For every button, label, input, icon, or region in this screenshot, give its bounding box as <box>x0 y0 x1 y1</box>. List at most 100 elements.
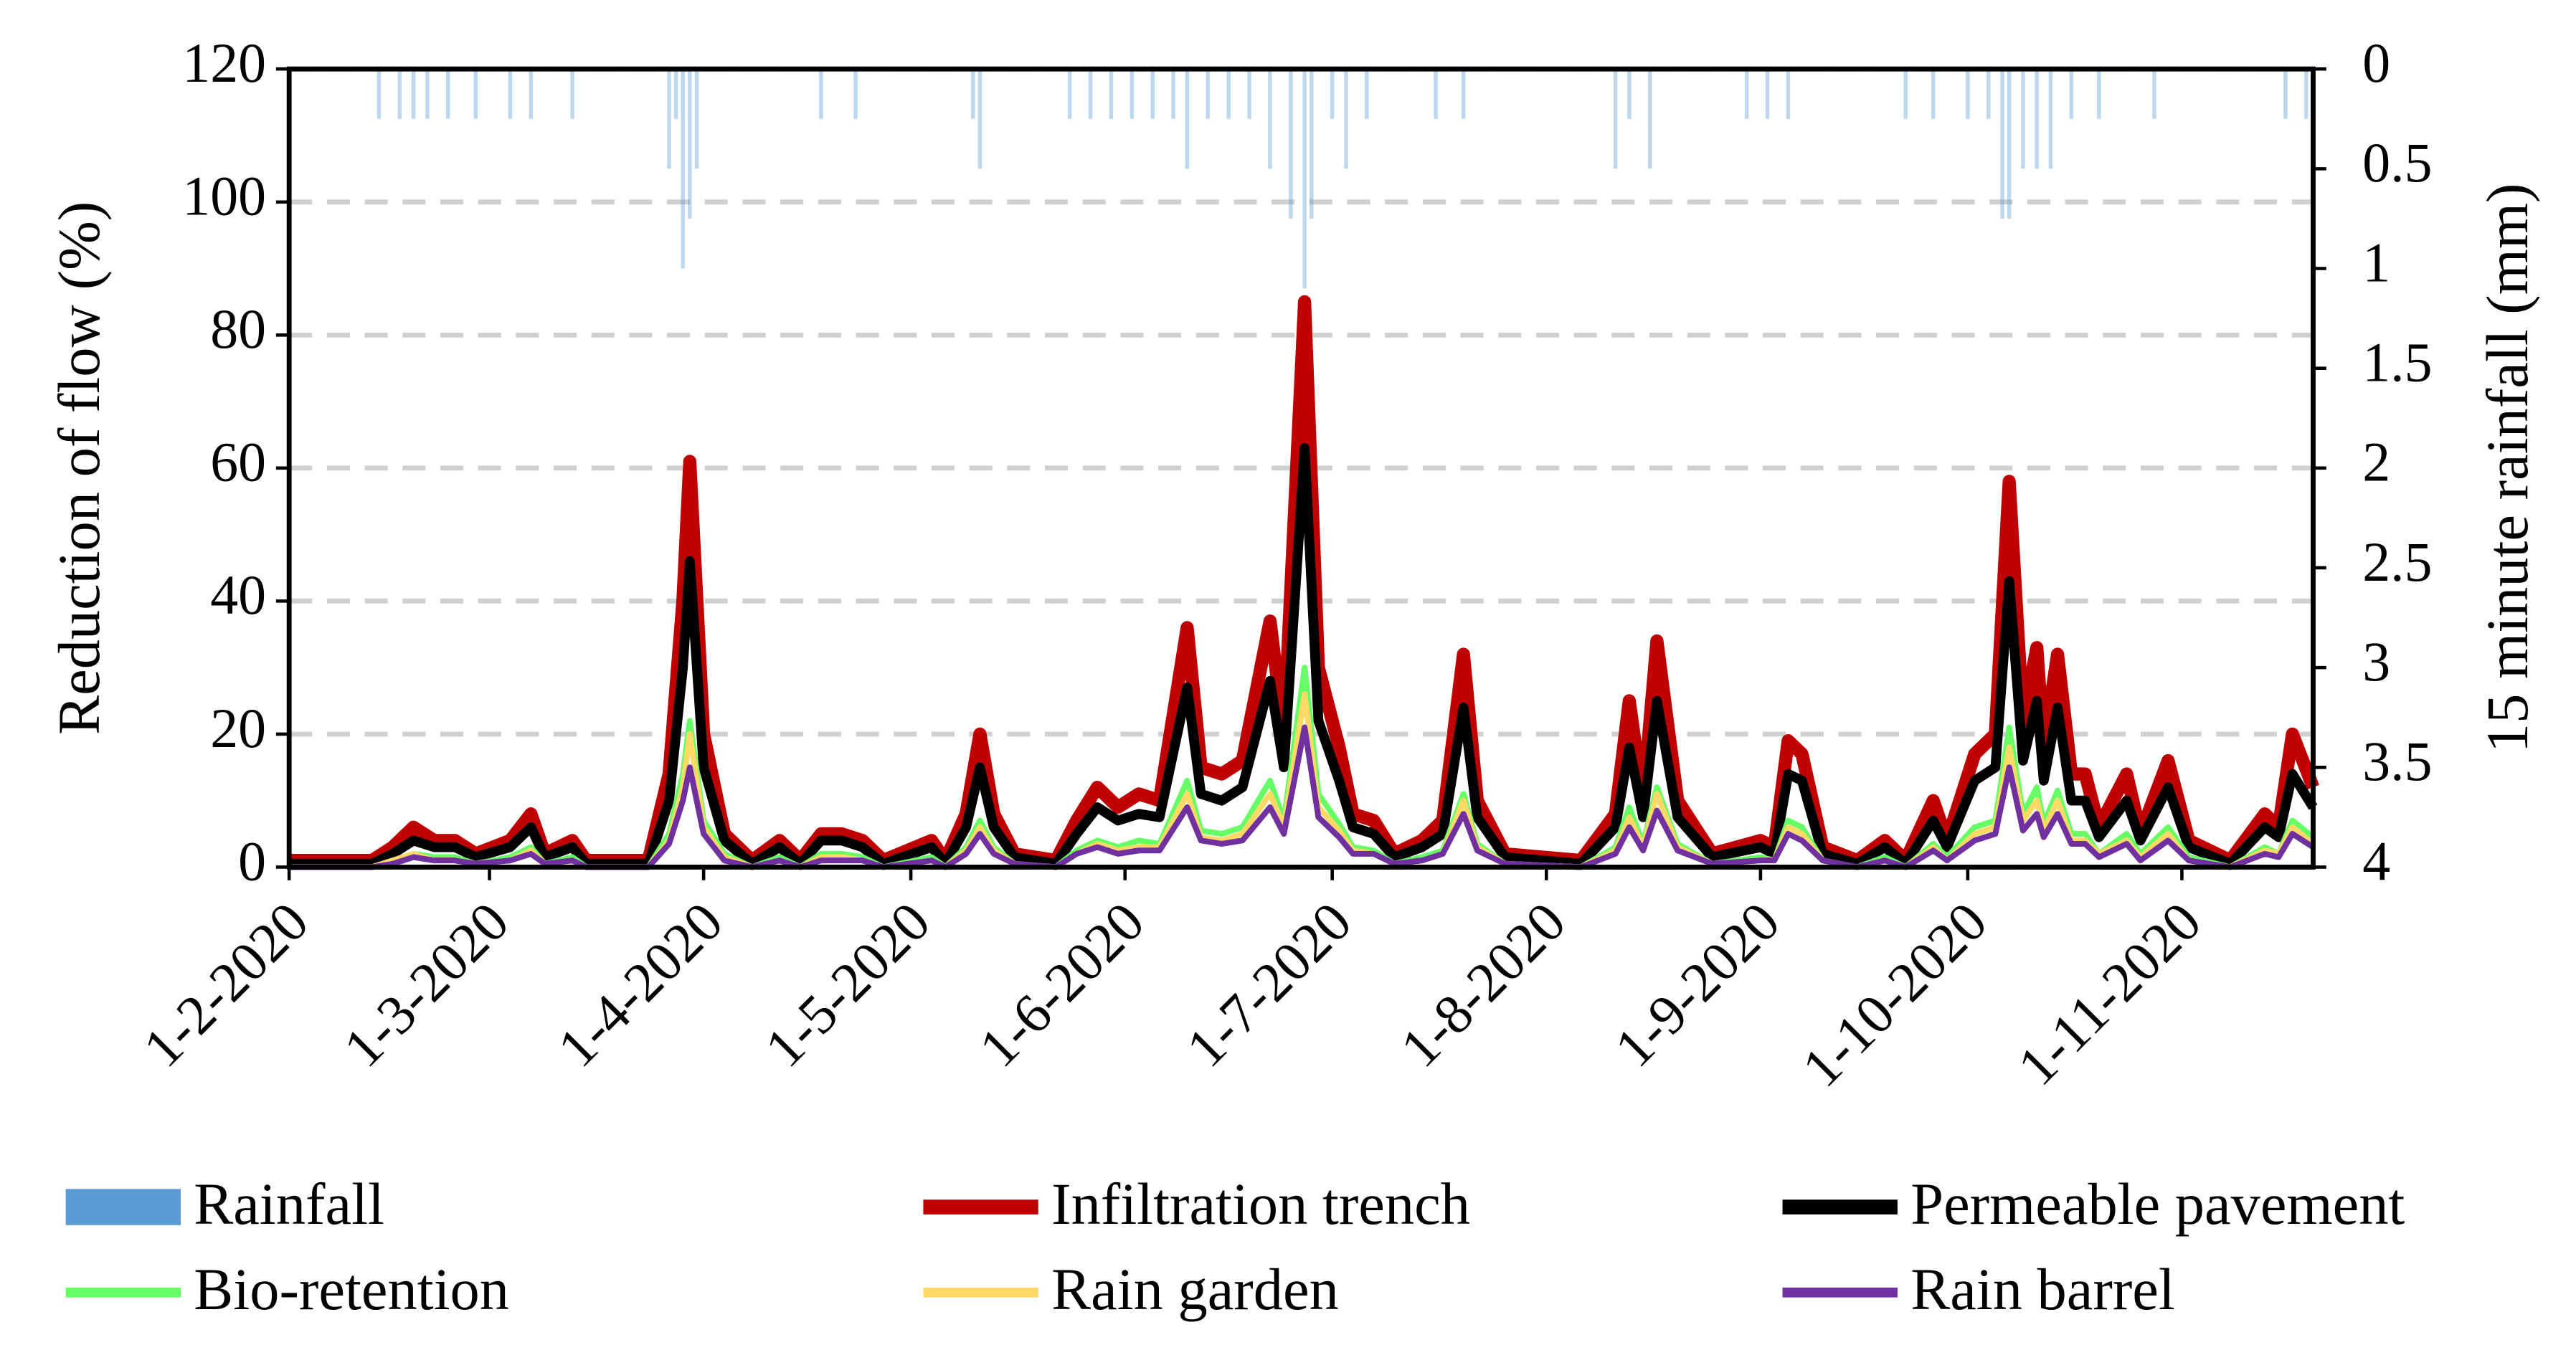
x-tick-label: 1-8-2020 <box>1389 890 1578 1079</box>
legend-item: Bio-retention <box>65 1257 509 1322</box>
legend-label: Rain barrel <box>1910 1257 2175 1322</box>
rainfall-bar <box>2304 69 2309 119</box>
rainfall-bar <box>694 69 699 169</box>
rainfall-bar <box>1765 69 1770 119</box>
legend-swatch <box>65 1189 181 1225</box>
rainfall-bar <box>445 69 450 119</box>
rainfall-bar <box>2021 69 2025 169</box>
rainfall-bar <box>1986 69 1991 119</box>
rainfall-bar <box>688 69 692 219</box>
series-line <box>289 724 2315 870</box>
plot-frame <box>286 66 2316 870</box>
rainfall-bar <box>1434 69 1438 119</box>
rainfall-bar <box>2007 69 2012 219</box>
legend-label: Bio-retention <box>194 1257 509 1322</box>
rainfall-bar <box>1786 69 1791 119</box>
rainfall-bar <box>1226 69 1231 119</box>
y2-axis-title: 15 minute rainfall (mm) <box>2475 184 2540 754</box>
rainfall-bar <box>1903 69 1908 119</box>
rainfall-bar <box>1461 69 1466 119</box>
rainfall-bar <box>1613 69 1618 169</box>
rainfall-bar <box>681 69 685 269</box>
rainfall-bar <box>819 69 823 119</box>
legend-item: Rain garden <box>923 1257 1339 1322</box>
rainfall-bar <box>1247 69 1251 119</box>
rainfall-bar <box>853 69 858 119</box>
series-line <box>289 691 2315 870</box>
y-tick-label: 60 <box>210 432 266 493</box>
y2-tick-label: 2.5 <box>2362 531 2432 593</box>
y2-tick-label: 3.5 <box>2362 731 2432 792</box>
rainfall-bar <box>673 69 678 119</box>
y-tick-label: 40 <box>210 564 266 626</box>
rainfall-bar <box>1330 69 1335 119</box>
rainfall-bar <box>1109 69 1114 119</box>
x-tick-label: 1-7-2020 <box>1175 890 1363 1079</box>
legend-item: Infiltration trench <box>923 1171 1470 1237</box>
legend-label: Infiltration trench <box>1051 1171 1470 1237</box>
legend-label: Permeable pavement <box>1910 1171 2405 1237</box>
rainfall-bar <box>473 69 478 119</box>
y2-tick-label: 3 <box>2362 631 2390 693</box>
y2-tick-label: 0 <box>2362 32 2390 94</box>
rainfall-bar <box>397 69 402 119</box>
rainfall-bar <box>377 69 382 119</box>
rainfall-bar <box>2097 69 2101 119</box>
rainfall-bar <box>1627 69 1632 119</box>
rainfall-bar <box>1365 69 1369 119</box>
rainfall-bar <box>977 69 982 169</box>
x-tick-label: 1-5-2020 <box>753 890 942 1079</box>
legend-item: Rain barrel <box>1782 1257 2175 1322</box>
y-tick-label: 100 <box>182 166 266 227</box>
rainfall-bar <box>2048 69 2053 169</box>
y2-tick-label: 1 <box>2362 232 2390 293</box>
y-tick-label: 20 <box>210 698 266 759</box>
rainfall-bar <box>508 69 513 119</box>
rainfall-bar <box>1088 69 1093 119</box>
y2-tick-label: 2 <box>2362 432 2390 493</box>
x-tick-label: 1-4-2020 <box>546 890 734 1079</box>
x-tick-label: 1-10-2020 <box>1791 890 1999 1098</box>
x-tick-label: 1-9-2020 <box>1603 890 1791 1079</box>
y-tick-label: 0 <box>238 830 266 892</box>
series-line <box>289 665 2315 870</box>
rainfall-bar <box>2283 69 2288 119</box>
y-tick-label: 80 <box>210 298 266 360</box>
rainfall-bar <box>1310 69 1314 219</box>
rainfall-bar <box>1130 69 1135 119</box>
rainfall-bar <box>667 69 671 169</box>
rainfall-bar <box>1206 69 1211 119</box>
rainfall-bar <box>2035 69 2039 169</box>
rainfall-bar <box>570 69 574 119</box>
rainfall-bar <box>1067 69 1072 119</box>
legend-label: Rainfall <box>194 1171 384 1237</box>
rainfall-bar <box>1966 69 1970 119</box>
rainfall-bar <box>1344 69 1348 169</box>
rainfall-bar <box>1268 69 1272 169</box>
rainfall-bar <box>425 69 430 119</box>
rainfall-bar <box>1744 69 1749 119</box>
rainfall-bar <box>2000 69 2004 219</box>
x-tick-label: 1-3-2020 <box>332 890 521 1079</box>
y-axis-title: Reduction of flow (%) <box>47 201 112 735</box>
x-tick-label: 1-2-2020 <box>131 890 320 1079</box>
rainfall-bar <box>1931 69 1936 119</box>
y2-tick-label: 0.5 <box>2362 132 2432 194</box>
rainfall-bar <box>971 69 975 119</box>
rainfall-bar <box>2152 69 2156 119</box>
x-tick-label: 1-11-2020 <box>2006 890 2212 1097</box>
legend-item: Rainfall <box>65 1171 384 1237</box>
y-tick-label: 120 <box>182 32 266 94</box>
rainfall-bar <box>1302 69 1307 289</box>
series-line <box>289 295 2320 868</box>
rainfall-bar <box>1150 69 1155 119</box>
rainfall-bar <box>411 69 416 119</box>
rainfall-bar <box>2069 69 2074 119</box>
rainfall-bar <box>1171 69 1175 119</box>
rainfall-bar <box>529 69 534 119</box>
y2-tick-label: 4 <box>2362 830 2390 892</box>
x-tick-label: 1-6-2020 <box>967 890 1156 1079</box>
series-line <box>289 443 2318 869</box>
